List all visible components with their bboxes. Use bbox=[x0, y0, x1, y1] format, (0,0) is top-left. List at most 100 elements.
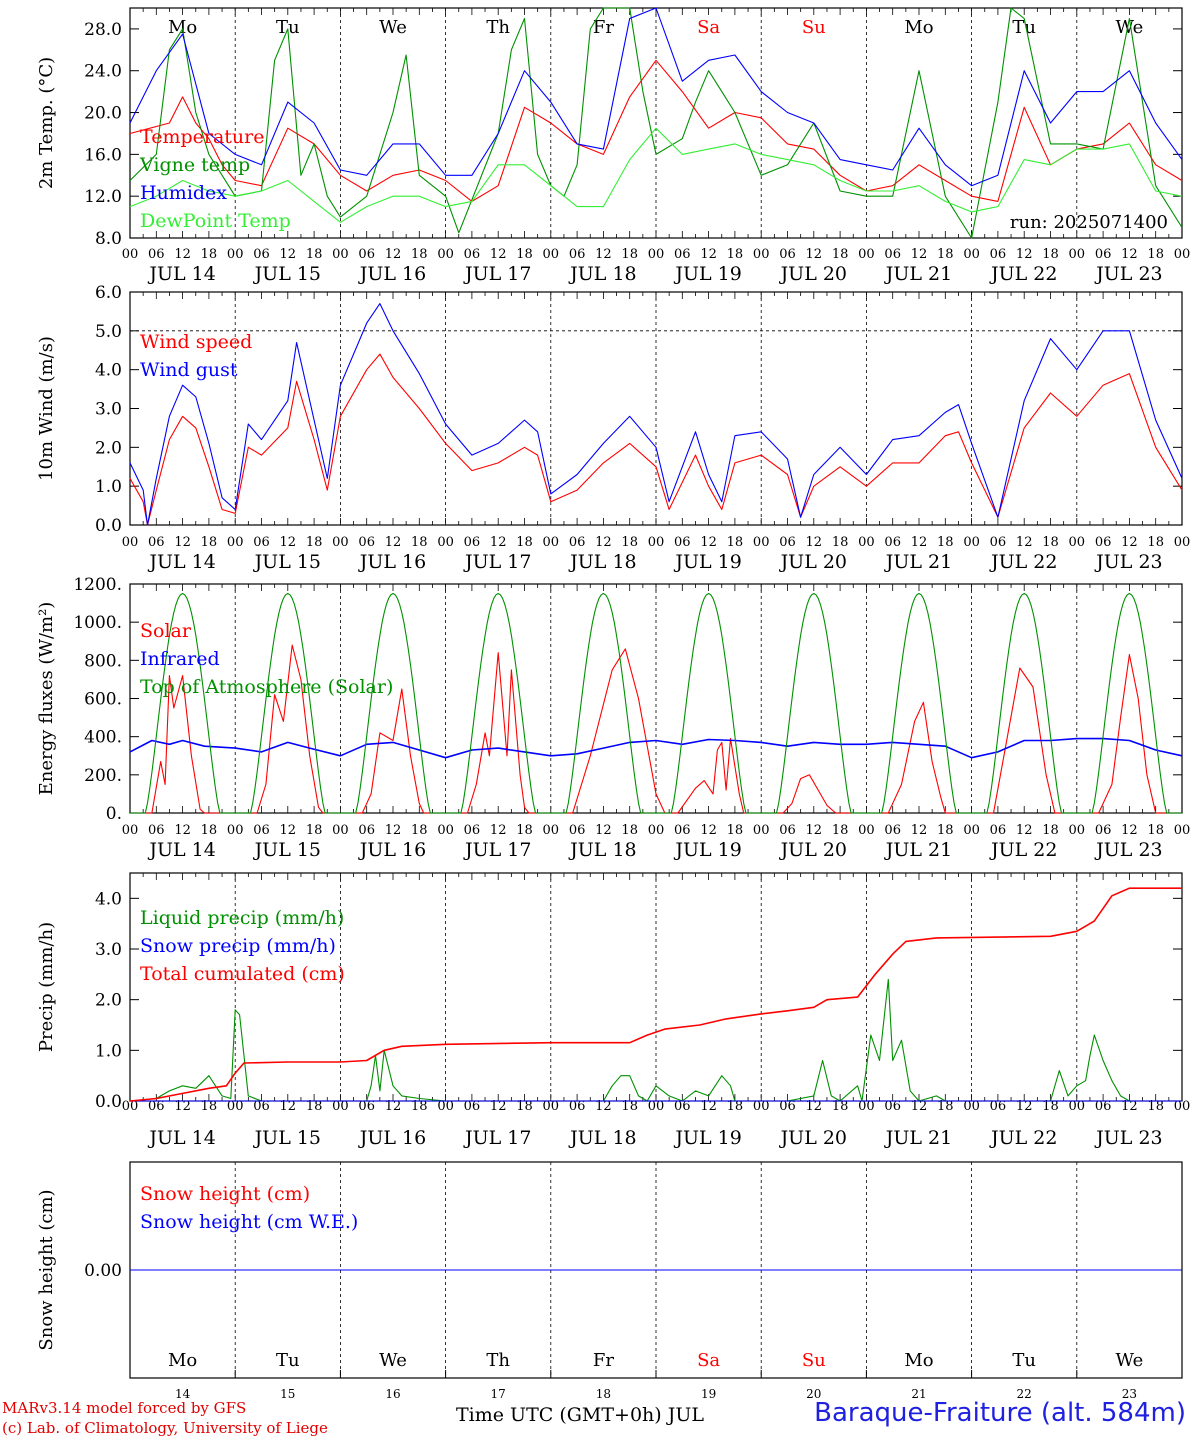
temp-ytick-label: 12.0 bbox=[84, 187, 122, 207]
wind-date-label: JUL 21 bbox=[884, 551, 952, 573]
temp-hour-label: 06 bbox=[464, 247, 481, 262]
temp-legend-dewpoint-temp: DewPoint Temp bbox=[140, 210, 291, 232]
temp-weekday-label: Su bbox=[802, 17, 826, 38]
precip-hour-label: 06 bbox=[884, 1099, 901, 1114]
wind-series-wind-gust bbox=[129, 303, 1183, 526]
wind-ytick-label: 0.0 bbox=[95, 516, 122, 536]
precip-hour-label: 00 bbox=[1069, 1099, 1086, 1114]
energy-hour-label: 18 bbox=[1042, 823, 1059, 838]
precip-hour-label: 06 bbox=[253, 1099, 270, 1114]
energy-hour-label: 00 bbox=[437, 823, 454, 838]
snow-weekday-label: Sa bbox=[697, 1350, 720, 1371]
snow-day-number: 20 bbox=[806, 1387, 821, 1401]
energy-hour-label: 00 bbox=[227, 823, 244, 838]
energy-hour-label: 18 bbox=[832, 823, 849, 838]
wind-hour-label: 00 bbox=[648, 535, 665, 550]
energy-hour-label: 00 bbox=[963, 823, 980, 838]
energy-hour-label: 06 bbox=[1095, 823, 1112, 838]
lab-credit: (c) Lab. of Climatology, University of L… bbox=[2, 1419, 328, 1437]
temp-hour-label: 06 bbox=[358, 247, 375, 262]
energy-hour-label: 18 bbox=[727, 823, 744, 838]
precip-hour-label: 12 bbox=[911, 1099, 928, 1114]
wind-ytick-label: 6.0 bbox=[95, 283, 122, 303]
precip-date-label: JUL 18 bbox=[568, 1127, 636, 1149]
precip-hour-label: 18 bbox=[201, 1099, 218, 1114]
temp-hour-label: 06 bbox=[674, 247, 691, 262]
wind-hour-label: 18 bbox=[832, 535, 849, 550]
temp-ytick-label: 20.0 bbox=[84, 104, 122, 124]
wind-date-label: JUL 16 bbox=[358, 551, 426, 573]
wind-hour-label: 18 bbox=[727, 535, 744, 550]
wind-date-label: JUL 19 bbox=[673, 551, 741, 573]
temp-date-label: JUL 21 bbox=[884, 263, 952, 285]
energy-hour-label: 12 bbox=[280, 823, 297, 838]
wind-hour-label: 00 bbox=[227, 535, 244, 550]
precip-legend-snow-precip-mm-h-: Snow precip (mm/h) bbox=[140, 935, 336, 957]
temp-ytick-label: 8.0 bbox=[95, 229, 122, 249]
energy-hour-label: 00 bbox=[1069, 823, 1086, 838]
precip-hour-label: 00 bbox=[858, 1099, 875, 1114]
energy-hour-label: 00 bbox=[753, 823, 770, 838]
wind-date-label: JUL 23 bbox=[1094, 551, 1162, 573]
precip-hour-label: 06 bbox=[358, 1099, 375, 1114]
wind-hour-label: 00 bbox=[963, 535, 980, 550]
energy-hour-label: 12 bbox=[1016, 823, 1033, 838]
precip-series-total-cumulated-cm- bbox=[129, 887, 1182, 1102]
temp-hour-label: 00 bbox=[858, 247, 875, 262]
energy-date-label: JUL 16 bbox=[358, 839, 426, 861]
wind-date-label: JUL 15 bbox=[253, 551, 321, 573]
precip-hour-label: 18 bbox=[411, 1099, 428, 1114]
temp-legend-vigne-temp: Vigne temp bbox=[139, 154, 250, 176]
snow-day-number: 16 bbox=[385, 1387, 400, 1401]
model-credit: MARv3.14 model forced by GFS bbox=[2, 1399, 247, 1417]
energy-hour-label: 12 bbox=[700, 823, 717, 838]
energy-hour-label: 06 bbox=[569, 823, 586, 838]
temp-hour-label: 12 bbox=[1016, 247, 1033, 262]
precip-hour-label: 00 bbox=[543, 1099, 560, 1114]
temp-weekday-label: Tu bbox=[1012, 17, 1036, 38]
wind-hour-label: 06 bbox=[253, 535, 270, 550]
energy-hour-label: 18 bbox=[621, 823, 638, 838]
precip-ytick-label: 3.0 bbox=[95, 940, 122, 960]
wind-hour-label: 00 bbox=[1069, 535, 1086, 550]
temp-hour-label: 18 bbox=[621, 247, 638, 262]
wind-hour-label: 18 bbox=[937, 535, 954, 550]
precip-ytick-label: 2.0 bbox=[95, 991, 122, 1011]
wind-ytick-label: 5.0 bbox=[95, 322, 122, 342]
wind-hour-label: 18 bbox=[516, 535, 533, 550]
precip-hour-label: 18 bbox=[1147, 1099, 1164, 1114]
precip-hour-label: 12 bbox=[595, 1099, 612, 1114]
energy-hour-label: 06 bbox=[884, 823, 901, 838]
wind-hour-label: 00 bbox=[858, 535, 875, 550]
wind-date-label: JUL 18 bbox=[568, 551, 636, 573]
energy-legend-top-of-atmosphere-solar-: Top of Atmosphere (Solar) bbox=[140, 676, 393, 698]
snow-legend-snow-height-cm-: Snow height (cm) bbox=[140, 1183, 310, 1205]
energy-hour-label: 18 bbox=[516, 823, 533, 838]
precip-hour-label: 12 bbox=[700, 1099, 717, 1114]
temp-legend-temperature: Temperature bbox=[140, 126, 264, 148]
energy-hour-label: 18 bbox=[306, 823, 323, 838]
precip-ytick-label: 0.0 bbox=[95, 1092, 122, 1112]
energy-hour-label: 12 bbox=[806, 823, 823, 838]
wind-hour-label: 00 bbox=[332, 535, 349, 550]
temp-date-label: JUL 20 bbox=[779, 263, 847, 285]
precip-legend-liquid-precip-mm-h-: Liquid precip (mm/h) bbox=[140, 907, 344, 929]
energy-hour-label: 18 bbox=[201, 823, 218, 838]
energy-date-label: JUL 18 bbox=[568, 839, 636, 861]
precip-ytick-label: 1.0 bbox=[95, 1041, 122, 1061]
energy-date-label: JUL 17 bbox=[463, 839, 531, 861]
temp-hour-label: 12 bbox=[911, 247, 928, 262]
precip-hour-label: 12 bbox=[174, 1099, 191, 1114]
wind-ytick-label: 4.0 bbox=[95, 361, 122, 381]
precip-hour-label: 18 bbox=[306, 1099, 323, 1114]
temp-hour-label: 18 bbox=[516, 247, 533, 262]
temp-hour-label: 12 bbox=[1121, 247, 1138, 262]
temp-hour-label: 12 bbox=[280, 247, 297, 262]
precip-date-label: JUL 23 bbox=[1094, 1127, 1162, 1149]
wind-hour-label: 06 bbox=[674, 535, 691, 550]
wind-series-wind-speed bbox=[129, 353, 1183, 526]
energy-date-label: JUL 23 bbox=[1094, 839, 1162, 861]
snow-weekday-label: We bbox=[379, 1350, 407, 1371]
temp-hour-label: 00 bbox=[227, 247, 244, 262]
